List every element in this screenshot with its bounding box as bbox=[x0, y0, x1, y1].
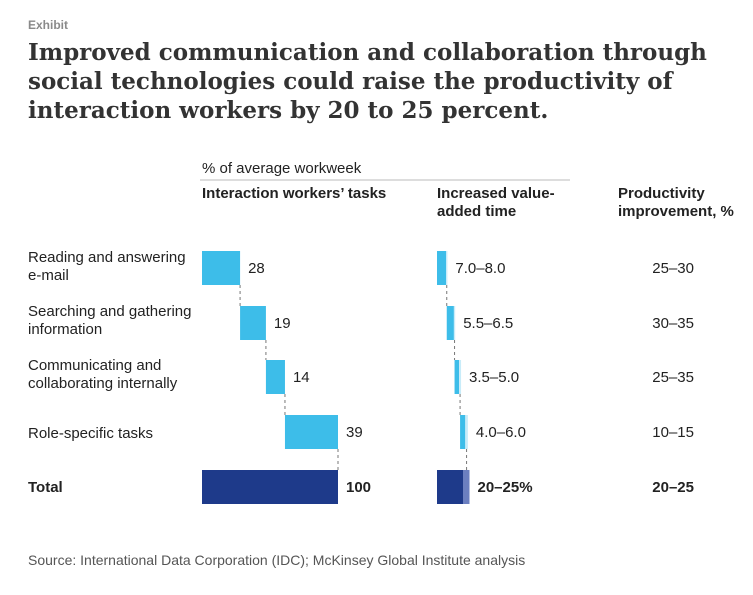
value-added-layer bbox=[437, 251, 470, 504]
productivity-label: 10–15 bbox=[652, 424, 694, 441]
value-total-bar bbox=[437, 470, 463, 504]
value-bar bbox=[446, 306, 454, 340]
value-range bbox=[446, 251, 448, 285]
productivity-label: 25–30 bbox=[652, 260, 694, 277]
value-label: 4.0–6.0 bbox=[475, 424, 526, 441]
value-label: 7.0–8.0 bbox=[455, 260, 506, 277]
value-bar bbox=[454, 360, 460, 394]
task-bar bbox=[240, 306, 266, 340]
productivity-header: Productivity improvement, % bbox=[618, 185, 734, 220]
category-label: Reading and answering e-mail bbox=[28, 249, 186, 284]
pct-axis-label: % of average workweek bbox=[202, 160, 362, 177]
value-bar bbox=[437, 251, 447, 285]
productivity-total-label: 20–25 bbox=[652, 479, 694, 496]
category-label-total: Total bbox=[28, 479, 63, 496]
value-range bbox=[459, 360, 462, 394]
value-range bbox=[465, 415, 468, 449]
value-header: Increased value-added time bbox=[437, 185, 555, 220]
task-value-label: 39 bbox=[346, 424, 363, 441]
task-bar bbox=[284, 415, 338, 449]
category-label: Searching and gathering information bbox=[28, 303, 192, 338]
value-label: 3.5–5.0 bbox=[469, 369, 520, 386]
task-bar bbox=[202, 251, 241, 285]
task-value-label: 28 bbox=[248, 260, 265, 277]
category-label: Role-specific tasks bbox=[28, 425, 154, 442]
value-total-range bbox=[463, 470, 470, 504]
total-bar bbox=[202, 470, 338, 504]
value-bar bbox=[460, 415, 466, 449]
productivity-label: 30–35 bbox=[652, 315, 694, 332]
value-label: 5.5–6.5 bbox=[463, 315, 514, 332]
value-range bbox=[453, 306, 456, 340]
category-label: Communicating and collaborating internal… bbox=[28, 357, 178, 392]
total-value-label: 100 bbox=[346, 479, 372, 496]
chart-title: Improved communication and collaboration… bbox=[28, 39, 707, 124]
task-bar bbox=[265, 360, 285, 394]
task-value-label: 19 bbox=[273, 315, 291, 332]
source-note: Source: International Data Corporation (… bbox=[28, 552, 526, 568]
tasks-header: Interaction workers’ tasks bbox=[202, 185, 387, 202]
productivity-label: 25–35 bbox=[652, 369, 694, 386]
waterfall-layer bbox=[202, 251, 339, 504]
exhibit-label: Exhibit bbox=[28, 18, 69, 32]
value-total-label: 20–25% bbox=[477, 479, 533, 496]
task-value-label: 14 bbox=[292, 369, 310, 386]
